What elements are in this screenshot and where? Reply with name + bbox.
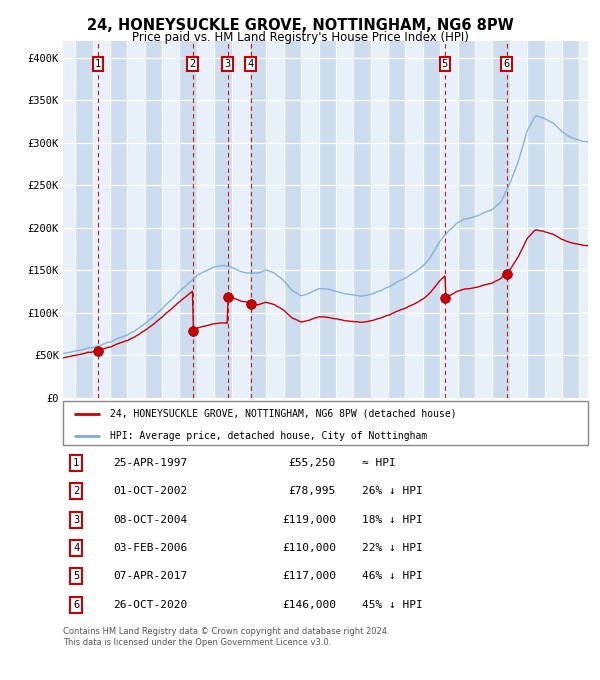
Bar <box>214 41 232 398</box>
Bar <box>562 41 580 398</box>
Text: 07-APR-2017: 07-APR-2017 <box>113 571 187 581</box>
Text: 22% ↓ HPI: 22% ↓ HPI <box>362 543 423 553</box>
Text: Contains HM Land Registry data © Crown copyright and database right 2024.: Contains HM Land Registry data © Crown c… <box>63 627 389 636</box>
Bar <box>179 41 197 398</box>
Text: Price paid vs. HM Land Registry's House Price Index (HPI): Price paid vs. HM Land Registry's House … <box>131 31 469 44</box>
Bar <box>353 41 371 398</box>
Text: 1: 1 <box>73 458 79 468</box>
Text: £78,995: £78,995 <box>289 486 336 496</box>
Text: 24, HONEYSUCKLE GROVE, NOTTINGHAM, NG6 8PW: 24, HONEYSUCKLE GROVE, NOTTINGHAM, NG6 8… <box>86 18 514 33</box>
Text: 4: 4 <box>247 59 254 69</box>
Text: £110,000: £110,000 <box>282 543 336 553</box>
Bar <box>423 41 440 398</box>
Bar <box>493 41 510 398</box>
Text: 18% ↓ HPI: 18% ↓ HPI <box>362 515 423 525</box>
Text: This data is licensed under the Open Government Licence v3.0.: This data is licensed under the Open Gov… <box>63 638 331 647</box>
Text: 2: 2 <box>73 486 79 496</box>
Text: 2: 2 <box>190 59 196 69</box>
Text: 6: 6 <box>503 59 510 69</box>
Text: £55,250: £55,250 <box>289 458 336 468</box>
Text: 01-OCT-2002: 01-OCT-2002 <box>113 486 187 496</box>
Text: 5: 5 <box>73 571 79 581</box>
Text: £117,000: £117,000 <box>282 571 336 581</box>
Text: 24, HONEYSUCKLE GROVE, NOTTINGHAM, NG6 8PW (detached house): 24, HONEYSUCKLE GROVE, NOTTINGHAM, NG6 8… <box>110 409 457 419</box>
Text: HPI: Average price, detached house, City of Nottingham: HPI: Average price, detached house, City… <box>110 430 427 441</box>
Text: 25-APR-1997: 25-APR-1997 <box>113 458 187 468</box>
Text: 3: 3 <box>224 59 231 69</box>
Text: 5: 5 <box>442 59 448 69</box>
Text: 46% ↓ HPI: 46% ↓ HPI <box>362 571 423 581</box>
Text: 6: 6 <box>73 600 79 610</box>
Bar <box>527 41 545 398</box>
Text: 26% ↓ HPI: 26% ↓ HPI <box>362 486 423 496</box>
Bar <box>388 41 406 398</box>
Bar <box>284 41 301 398</box>
Text: 26-OCT-2020: 26-OCT-2020 <box>113 600 187 610</box>
Bar <box>75 41 92 398</box>
Bar <box>110 41 127 398</box>
Text: £119,000: £119,000 <box>282 515 336 525</box>
Text: 03-FEB-2006: 03-FEB-2006 <box>113 543 187 553</box>
Bar <box>145 41 162 398</box>
Text: 45% ↓ HPI: 45% ↓ HPI <box>362 600 423 610</box>
Bar <box>249 41 266 398</box>
Text: 3: 3 <box>73 515 79 525</box>
Text: ≈ HPI: ≈ HPI <box>362 458 396 468</box>
Bar <box>319 41 336 398</box>
Text: 4: 4 <box>73 543 79 553</box>
Text: 08-OCT-2004: 08-OCT-2004 <box>113 515 187 525</box>
Text: 1: 1 <box>95 59 101 69</box>
Bar <box>458 41 475 398</box>
Text: £146,000: £146,000 <box>282 600 336 610</box>
